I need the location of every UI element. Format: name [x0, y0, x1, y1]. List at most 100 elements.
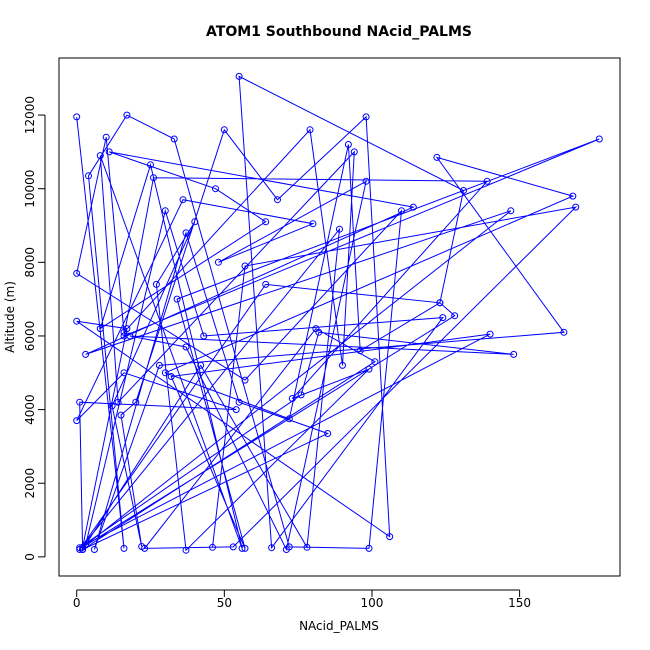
data-point — [232, 406, 240, 414]
data-point — [220, 126, 228, 134]
data-point — [114, 398, 122, 406]
data-point — [241, 262, 249, 270]
x-tick-label: 150 — [508, 596, 531, 610]
data-point — [235, 398, 243, 406]
data-point — [79, 546, 87, 553]
data-point — [147, 161, 154, 169]
data-point — [572, 203, 580, 211]
x-axis-label: NAcid_PALMS — [299, 619, 379, 633]
plot-frame — [58, 57, 621, 577]
data-point — [288, 395, 296, 402]
data-point — [324, 430, 332, 437]
data-point — [386, 533, 394, 541]
data-point — [161, 369, 169, 377]
data-point — [312, 325, 320, 333]
data-point — [486, 330, 494, 338]
data-point — [123, 111, 131, 119]
data-point — [102, 133, 110, 141]
data-point — [152, 280, 160, 288]
data-point — [356, 347, 364, 355]
data-point — [197, 361, 205, 369]
data-point — [117, 411, 125, 419]
data-point — [73, 317, 81, 325]
y-tick-label: 2000 — [23, 468, 37, 499]
x-tick-label: 100 — [361, 596, 384, 610]
x-axis: 0 50 100 150 — [73, 589, 531, 610]
y-tick-label: 4000 — [23, 394, 37, 425]
data-point — [439, 314, 447, 322]
data-point — [82, 350, 90, 358]
data-point — [285, 415, 293, 423]
data-point — [344, 141, 352, 148]
data-point — [120, 369, 128, 377]
data-point — [73, 113, 81, 121]
data-point — [96, 325, 104, 333]
data-point — [303, 543, 311, 551]
data-point — [365, 365, 373, 373]
data-point — [209, 543, 216, 551]
y-tick-label: 6000 — [23, 321, 37, 352]
data-point — [96, 152, 104, 160]
data-point — [510, 350, 518, 358]
y-axis-label: Altitude (m) — [3, 281, 17, 353]
data-point — [262, 218, 270, 226]
data-point — [85, 172, 92, 180]
data-point — [161, 207, 169, 215]
data-point — [241, 544, 249, 552]
data-point — [200, 332, 208, 340]
data-point — [595, 135, 603, 143]
y-axis: 0 2000 4000 6000 8000 10000 12000 — [23, 96, 46, 561]
data-point — [167, 373, 175, 380]
data-point — [79, 543, 87, 551]
data-point — [336, 225, 343, 233]
data-point — [339, 361, 346, 369]
data-point — [365, 544, 373, 552]
data-series — [73, 72, 603, 554]
data-point — [182, 546, 190, 554]
data-point — [191, 218, 199, 226]
x-tick-label: 50 — [217, 596, 232, 610]
data-point — [182, 343, 190, 351]
data-point — [398, 207, 405, 215]
data-point — [306, 126, 314, 134]
data-point — [371, 358, 379, 366]
data-point — [170, 135, 178, 143]
data-point — [436, 299, 444, 307]
data-point — [433, 153, 441, 161]
data-point — [173, 295, 181, 303]
data-point — [155, 361, 163, 369]
data-point — [235, 72, 243, 80]
data-point — [309, 220, 317, 228]
data-point — [182, 229, 190, 237]
y-tick-label: 12000 — [23, 96, 37, 134]
data-point — [76, 398, 84, 406]
y-tick-label: 8000 — [23, 247, 37, 278]
data-point — [179, 196, 187, 204]
data-point — [126, 332, 134, 340]
series-line — [76, 75, 600, 552]
data-point — [212, 185, 219, 193]
chart-title: ATOM1 Southbound NAcid_PALMS — [206, 24, 472, 40]
data-point — [409, 203, 417, 211]
data-point — [90, 546, 98, 553]
data-point — [73, 269, 81, 277]
data-point — [132, 398, 140, 406]
data-point — [451, 312, 459, 320]
data-point — [569, 192, 577, 200]
x-tick-label: 0 — [73, 596, 81, 610]
data-point — [141, 544, 149, 552]
data-point — [108, 402, 116, 410]
data-point — [560, 328, 568, 336]
data-point — [297, 391, 305, 399]
data-point — [241, 376, 249, 384]
data-point — [350, 148, 358, 156]
data-point — [362, 113, 370, 121]
data-point — [229, 543, 237, 551]
data-point — [214, 258, 222, 266]
y-tick-label: 10000 — [23, 170, 37, 208]
data-point — [362, 177, 370, 185]
data-point — [73, 417, 81, 425]
y-tick-label: 0 — [23, 553, 37, 561]
data-point — [105, 148, 113, 156]
